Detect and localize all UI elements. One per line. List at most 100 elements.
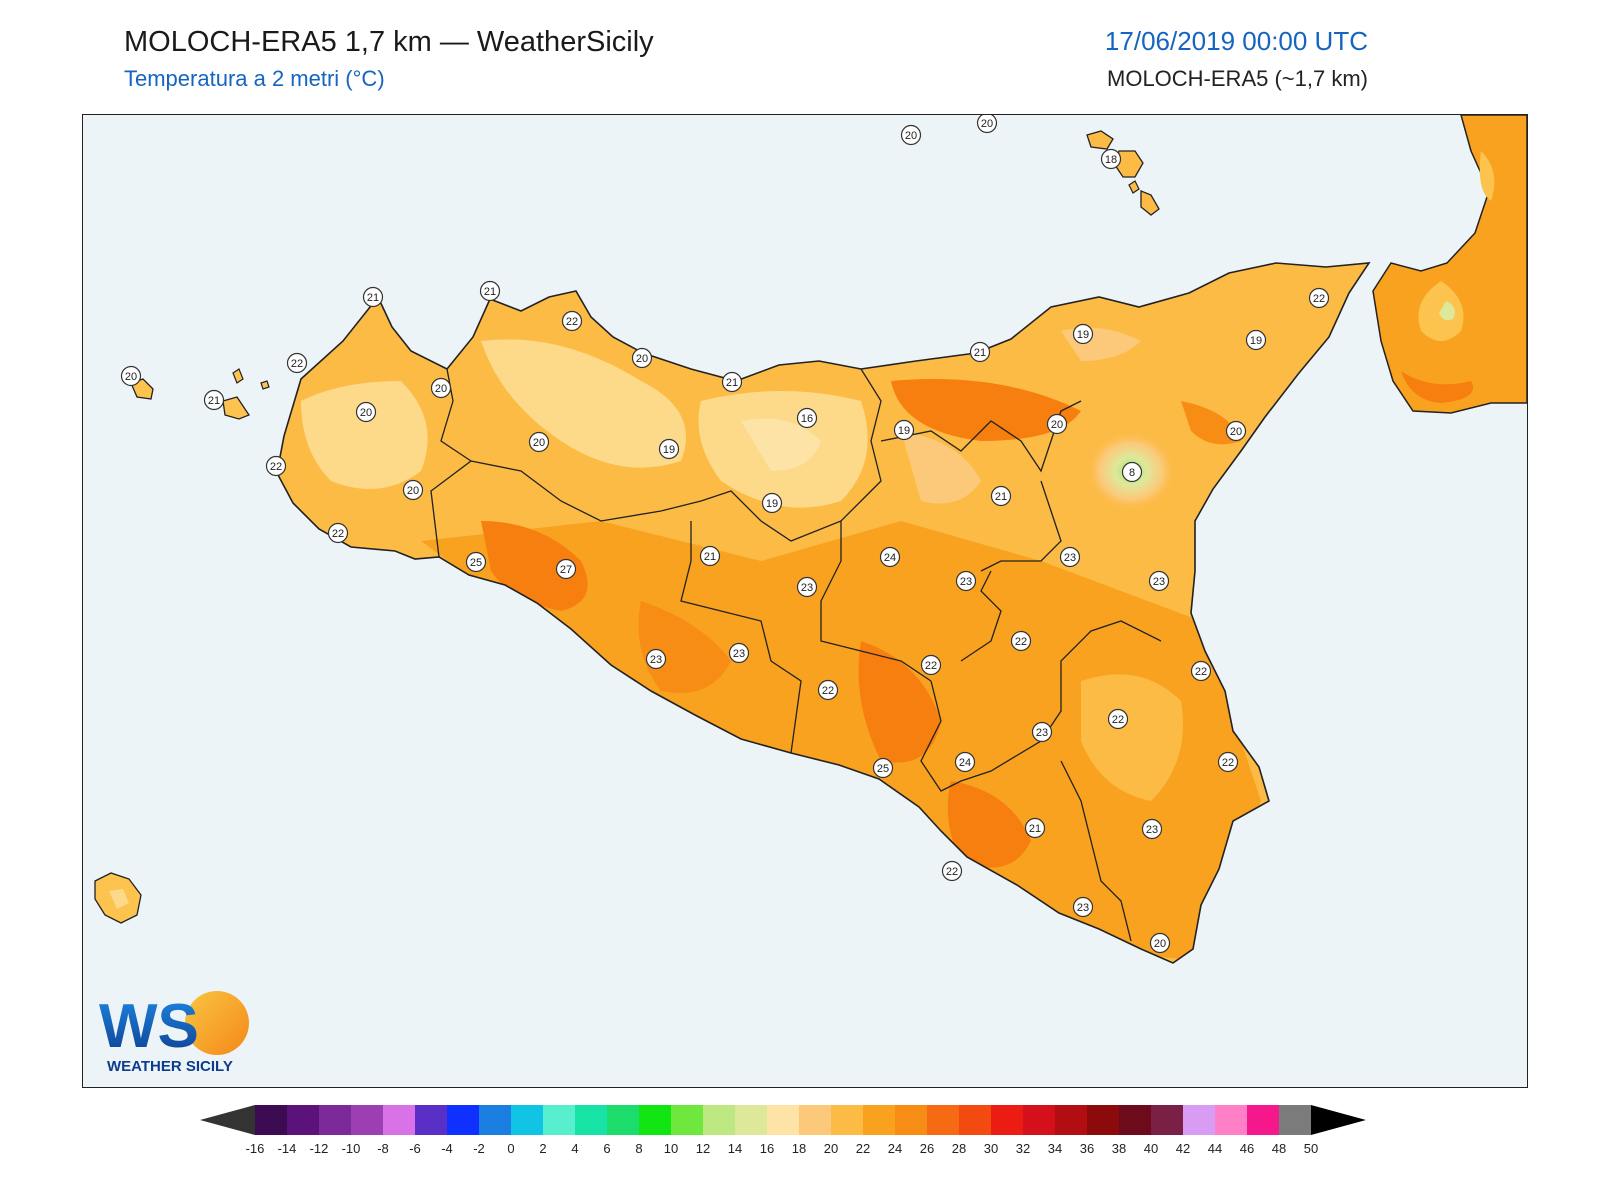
station-value: 19	[898, 425, 910, 437]
station-marker: 21	[721, 371, 743, 393]
station-value: 21	[208, 395, 220, 407]
colorbar-segment	[607, 1105, 639, 1135]
station-marker: 22	[265, 455, 287, 477]
colorbar-tick-label: 40	[1144, 1141, 1158, 1156]
station-marker: 21	[969, 341, 991, 363]
station-marker: 22	[327, 522, 349, 544]
station-marker: 21	[1024, 817, 1046, 839]
colorbar-tick-label: -14	[278, 1141, 297, 1156]
station-circle	[645, 648, 667, 670]
station-marker: 24	[879, 546, 901, 568]
station-value: 20	[1051, 419, 1063, 431]
colorbar-segment	[639, 1105, 671, 1135]
colorbar-tick-label: 34	[1048, 1141, 1062, 1156]
colorbar-tick-label: 16	[760, 1141, 774, 1156]
station-circle	[1225, 420, 1247, 442]
station-value: 22	[1195, 666, 1207, 678]
station-circle	[1141, 818, 1163, 840]
colorbar-tick-label: -2	[473, 1141, 485, 1156]
station-marker: 22	[1010, 630, 1032, 652]
colorbar-tick-label: 24	[888, 1141, 902, 1156]
colorbar-segment	[575, 1105, 607, 1135]
station-value: 24	[884, 552, 896, 564]
station-circle	[1072, 896, 1094, 918]
station-markers: 20 20 18 21 21 22 22 20 20 21 21 19 19 22 20 21 20 16 19 20…	[120, 115, 1330, 954]
colorbar-segment	[991, 1105, 1023, 1135]
forecast-datetime: 17/06/2019 00:00 UTC	[1104, 26, 1368, 56]
map-canvas[interactable]: 20 20 18 21 21 22 22 20 20 21 21 19 19 22 20 21 20 16 19 20…	[83, 115, 1527, 1087]
station-marker: 22	[941, 860, 963, 882]
station-circle	[954, 751, 976, 773]
station-circle	[796, 576, 818, 598]
colorbar-segment	[383, 1105, 415, 1135]
station-marker: 23	[645, 648, 667, 670]
colorbar-tick-label: -4	[441, 1141, 453, 1156]
station-circle	[658, 438, 680, 460]
station-marker: 20	[900, 124, 922, 146]
station-marker: 20	[976, 115, 998, 134]
station-value: 21	[484, 286, 496, 298]
colorbar-segment	[863, 1105, 895, 1135]
station-value: 23	[1064, 552, 1076, 564]
station-marker: 21	[699, 545, 721, 567]
map-title: MOLOCH-ERA5 1,7 km — WeatherSicily	[124, 26, 654, 58]
station-value: 21	[974, 347, 986, 359]
station-value: 20	[981, 118, 993, 130]
station-circle	[1010, 630, 1032, 652]
station-value: 22	[1222, 757, 1234, 769]
colorbar-segment	[511, 1105, 543, 1135]
colorbar-tick-label: 0	[507, 1141, 514, 1156]
logo-text: WEATHER SICILY	[107, 1058, 233, 1075]
colorbar-tick-label: -6	[409, 1141, 421, 1156]
temperature-colorbar: -16 -14 -12 -10 -8 -6 -4 -2 0 2 4 6 8 10 12 14 16 18 20 22 2…	[200, 1105, 1366, 1156]
station-marker: 20	[528, 431, 550, 453]
station-value: 20	[533, 437, 545, 449]
weathersicily-logo: WS WEATHER SICILY	[99, 991, 249, 1075]
station-marker: 23	[1141, 818, 1163, 840]
colorbar-segment	[767, 1105, 799, 1135]
station-value: 22	[925, 660, 937, 672]
station-marker: 22	[561, 310, 583, 332]
station-value: 23	[1036, 727, 1048, 739]
colorbar-tick-label: 12	[696, 1141, 710, 1156]
station-circle	[1308, 287, 1330, 309]
station-marker: 23	[796, 576, 818, 598]
station-marker: 22	[286, 352, 308, 374]
egadi-islands	[130, 368, 270, 420]
station-circle	[430, 377, 452, 399]
colorbar-tick-label: 50	[1304, 1141, 1318, 1156]
map-panel[interactable]: 20 20 18 21 21 22 22 20 20 21 21 19 19 22 20 21 20 16 19 20…	[82, 114, 1528, 1088]
station-circle	[286, 352, 308, 374]
aeolian-islands	[1086, 130, 1160, 216]
station-circle	[699, 545, 721, 567]
colorbar-tick-label: 30	[984, 1141, 998, 1156]
colorbar-tick-label: 46	[1240, 1141, 1254, 1156]
station-value: 23	[1146, 824, 1158, 836]
station-marker: 20	[1149, 932, 1171, 954]
station-value: 24	[959, 757, 971, 769]
province-borders	[430, 368, 1162, 942]
colorbar-segment	[1183, 1105, 1215, 1135]
station-marker: 22	[817, 679, 839, 701]
station-circle	[796, 407, 818, 429]
station-circle	[362, 286, 384, 308]
colorbar-tick-label: 28	[952, 1141, 966, 1156]
station-circle	[479, 280, 501, 302]
station-value: 23	[1077, 902, 1089, 914]
station-value: 22	[1112, 714, 1124, 726]
station-marker: 19	[893, 419, 915, 441]
colorbar-segment	[351, 1105, 383, 1135]
station-marker: 23	[1148, 570, 1170, 592]
station-marker: 22	[920, 654, 942, 676]
station-circle	[1100, 148, 1122, 170]
colorbar-tick-label: 14	[728, 1141, 742, 1156]
station-value: 20	[636, 353, 648, 365]
station-value: 22	[270, 461, 282, 473]
station-value: 21	[704, 551, 716, 563]
station-value: 22	[566, 316, 578, 328]
station-marker: 20	[355, 401, 377, 423]
station-marker: 20	[1046, 413, 1068, 435]
colorbar-tick-label: 8	[635, 1141, 642, 1156]
station-marker: 22	[1308, 287, 1330, 309]
station-circle	[872, 757, 894, 779]
